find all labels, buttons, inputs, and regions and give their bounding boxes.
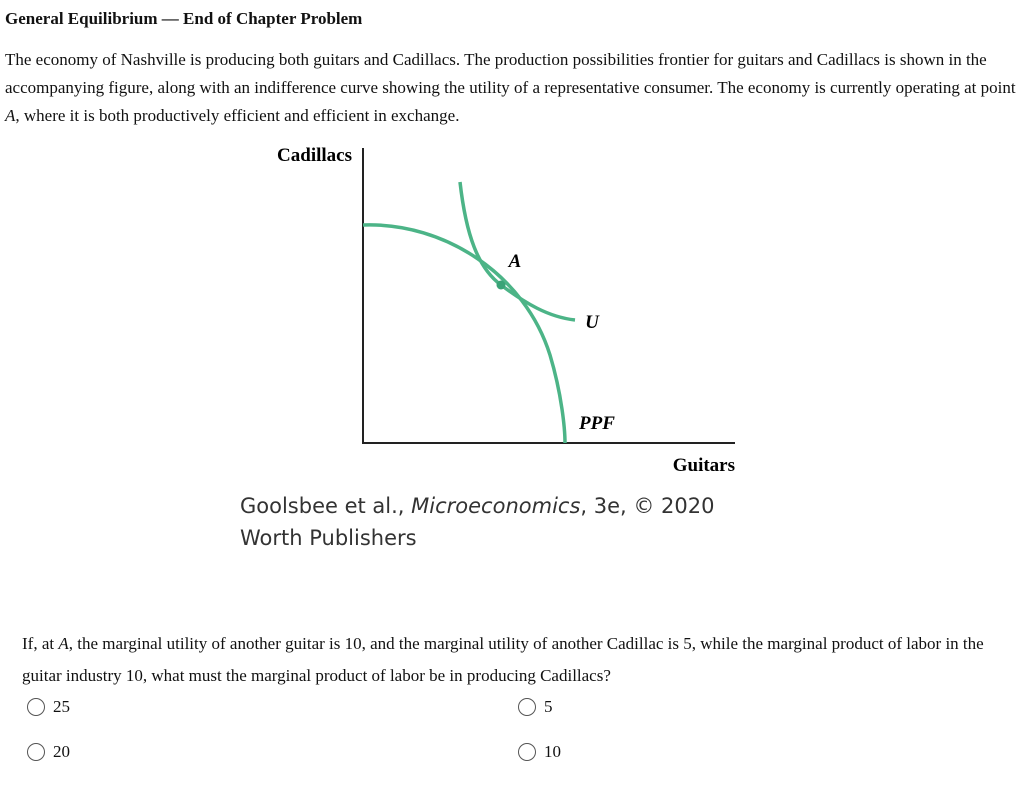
y-axis-label: Cadillacs: [277, 145, 352, 166]
radio-button[interactable]: [27, 743, 45, 761]
point-ref: A: [5, 106, 16, 125]
radio-button[interactable]: [518, 698, 536, 716]
question-text: If, at A, the marginal utility of anothe…: [22, 628, 1012, 692]
ppf-curve: [362, 223, 567, 444]
caption-part: Goolsbee et al.,: [240, 494, 412, 518]
option-label: 5: [544, 697, 553, 716]
answer-option[interactable]: 25: [27, 697, 70, 717]
point-ref: A: [58, 634, 69, 653]
answer-option[interactable]: 10: [518, 742, 561, 762]
figure: Cadillacs Guitars A U PPF: [277, 145, 735, 476]
radio-button[interactable]: [518, 743, 536, 761]
caption-part: , 3e, © 2020 Worth Publishers: [240, 494, 715, 550]
option-label: 10: [544, 742, 561, 761]
option-label: 20: [53, 742, 70, 761]
figure-caption: Goolsbee et al., Microeconomics, 3e, © 2…: [240, 490, 740, 554]
intro-text-part: , where it is both productively efficien…: [15, 106, 460, 125]
curve-label: PPF: [578, 413, 615, 434]
intro-text-part: The economy of Nashville is producing bo…: [5, 50, 1016, 97]
answer-option[interactable]: 20: [27, 742, 70, 762]
point-label: A: [508, 251, 522, 272]
question-part: , the marginal utility of another guitar…: [22, 634, 984, 685]
intro-text: The economy of Nashville is producing bo…: [5, 46, 1021, 130]
answer-option[interactable]: 5: [518, 697, 553, 717]
caption-book: Microeconomics: [411, 494, 581, 518]
x-axis-label: Guitars: [673, 455, 735, 476]
point-a: [496, 280, 506, 290]
radio-button[interactable]: [27, 698, 45, 716]
curve-label: U: [585, 312, 600, 333]
problem-title: General Equilibrium — End of Chapter Pro…: [5, 9, 363, 28]
option-label: 25: [53, 697, 70, 716]
question-part: If, at: [22, 634, 59, 653]
